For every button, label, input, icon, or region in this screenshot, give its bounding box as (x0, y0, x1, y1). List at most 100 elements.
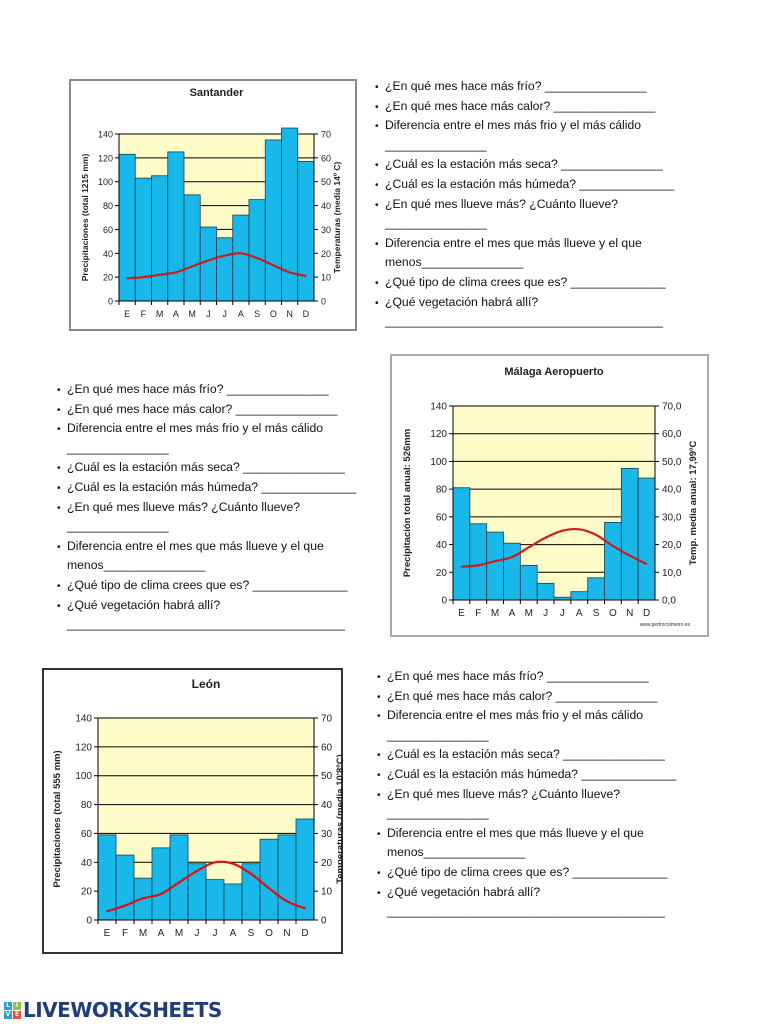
question-item: ¿Qué vegetación habrá allí? (57, 596, 356, 616)
question-item: ¿En qué mes hace más frío? _____________… (57, 380, 356, 400)
answer-line[interactable]: _______________ (67, 440, 169, 455)
temperature-point-A (578, 528, 581, 531)
temperature-point-J (561, 529, 564, 532)
chart-title: Santander (190, 87, 245, 99)
month-label: J (195, 928, 200, 939)
temperature-point-D (305, 275, 307, 277)
logo-badge-letter: I (13, 1001, 21, 1010)
temperature-point-N (288, 271, 291, 274)
precip-bar-J (205, 879, 225, 921)
precip-bar-J (199, 226, 217, 302)
right-tick-label: 10,0 (662, 568, 682, 579)
temperature-point-D (645, 563, 648, 565)
answer-line[interactable]: _______________ (387, 727, 489, 742)
temperature-point-O (272, 264, 275, 267)
answer-line[interactable]: _______________ (385, 216, 487, 231)
left-tick-label: 120 (430, 429, 447, 440)
source-watermark: www.pedrocolmeiro.es (640, 622, 691, 628)
answer-line[interactable]: menos_______________ (387, 845, 526, 860)
answer-line[interactable]: _______________ (67, 519, 169, 534)
month-label: D (301, 928, 308, 939)
right-tick-label: 50 (321, 771, 333, 782)
temperature-line (106, 860, 306, 913)
month-label: A (158, 928, 165, 939)
right-tick-label: 30 (321, 829, 333, 840)
month-label: M (175, 928, 183, 939)
questions-leon: ¿En qué mes hace más frío? _____________… (377, 667, 676, 922)
answer-line[interactable]: ________________________________________… (387, 904, 665, 919)
temperature-point-A (175, 271, 177, 274)
month-label: J (560, 608, 565, 619)
answer-line[interactable]: ________________________________________… (385, 314, 663, 329)
question-item: Diferencia entre el mes más frio y el má… (57, 419, 356, 439)
precip-bar-N (620, 467, 639, 601)
left-tick-label: 80 (81, 800, 93, 811)
answer-line[interactable]: _______________ (387, 806, 489, 821)
answer-line[interactable]: menos_______________ (385, 255, 524, 270)
right-tick-label: 60 (321, 153, 331, 163)
temperature-point-F (142, 276, 145, 278)
question-item: ¿Qué tipo de clima crees que es? _______… (377, 863, 676, 883)
right-tick-label: 30,0 (662, 512, 682, 523)
temperature-line (461, 527, 648, 568)
question-item: ¿En qué mes llueve más? ¿Cuánto llueve? (377, 785, 676, 805)
chart-title: Málaga Aeropuerto (504, 366, 604, 378)
month-label: N (626, 608, 633, 619)
month-label: F (141, 309, 147, 319)
temperature-point-E (106, 910, 108, 913)
right-tick-label: 50 (321, 177, 331, 187)
answer-line[interactable]: _______________ (385, 137, 487, 152)
left-tick-label: 120 (98, 153, 113, 163)
temperature-point-N (628, 554, 631, 557)
answer-line[interactable]: ________________________________________… (67, 617, 345, 632)
right-tick-label: 0 (321, 916, 327, 927)
temperature-point-O (612, 545, 614, 547)
left-tick-label: 80 (103, 201, 113, 211)
month-label: M (491, 608, 499, 619)
temperature-point-M (527, 546, 530, 549)
right-tick-label: 30 (321, 225, 331, 235)
precip-bar-O (604, 521, 622, 601)
temperature-point-N (286, 900, 288, 903)
y-axis-label-right: Temp. media anual: 17,99ºC (688, 441, 699, 566)
month-label: E (458, 608, 465, 619)
answer-line[interactable]: menos_______________ (67, 558, 206, 573)
temperature-point-A (160, 893, 162, 895)
temperature-point-M (142, 897, 144, 900)
right-tick-label: 10 (321, 887, 333, 898)
chart-title: León (192, 677, 221, 691)
question-item: Diferencia entre el mes que más llueve y… (375, 234, 674, 254)
precip-bar-E (452, 487, 471, 601)
left-tick-label: 100 (430, 457, 447, 468)
precip-bar-M (486, 531, 504, 601)
question-item: ¿En qué mes llueve más? ¿Cuánto llueve? (375, 195, 674, 215)
left-tick-label: 0 (108, 297, 113, 307)
y-axis-label-right: Temperaturas (media 14º C) (332, 162, 342, 274)
precip-bar-D (297, 161, 315, 302)
precip-bar-N (277, 834, 297, 921)
temperature-point-S (595, 534, 597, 536)
left-tick-label: 60 (81, 829, 93, 840)
logo-badge-letter: L (4, 1001, 12, 1010)
precip-bar-O (259, 838, 279, 921)
precip-bar-A (151, 847, 171, 921)
month-label: E (124, 309, 130, 319)
questions-malaga: ¿En qué mes hace más frío? _____________… (57, 380, 356, 635)
precip-bar-F (469, 523, 488, 601)
precip-bar-A (570, 591, 589, 601)
month-label: D (643, 608, 650, 619)
question-item: ¿Cuál es la estación más seca? _________… (375, 155, 674, 175)
right-tick-label: 60 (321, 742, 333, 753)
precip-bar-A (167, 151, 185, 302)
left-tick-label: 0 (441, 596, 447, 607)
temperature-line (127, 252, 307, 280)
left-tick-label: 120 (75, 742, 92, 753)
question-item: ¿Cuál es la estación más húmeda? _______… (57, 478, 356, 498)
temperature-point-D (304, 907, 306, 910)
question-item: ¿En qué mes hace más frío? _____________… (377, 667, 676, 687)
left-tick-label: 100 (98, 177, 113, 187)
question-item: ¿Cuál es la estación más húmeda? _______… (375, 175, 674, 195)
right-tick-label: 40,0 (662, 485, 682, 496)
month-label: J (206, 309, 211, 319)
